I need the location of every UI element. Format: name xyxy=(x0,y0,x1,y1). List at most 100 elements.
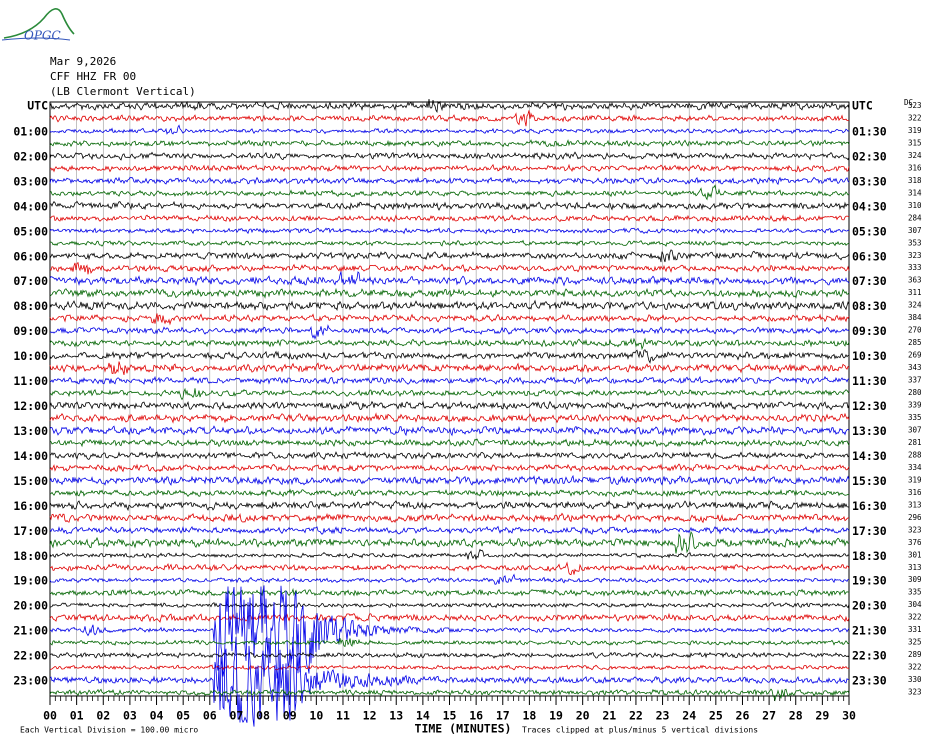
right-time-label: UTC xyxy=(852,99,873,113)
right-time-label: 05:30 xyxy=(852,224,887,238)
dc-value: 296 xyxy=(908,513,922,522)
trace xyxy=(49,612,850,623)
trace xyxy=(49,139,850,148)
logo: OPGC xyxy=(1,8,75,43)
dc-value: 322 xyxy=(908,663,922,672)
dc-value: 281 xyxy=(908,438,922,447)
x-tick-label: 27 xyxy=(762,709,776,723)
left-time-label: 02:00 xyxy=(13,149,48,163)
right-time-label: 09:30 xyxy=(852,324,887,338)
trace xyxy=(49,602,850,609)
right-time-label: 13:30 xyxy=(852,424,887,438)
left-time-label: 18:00 xyxy=(13,549,48,563)
x-tick-label: 05 xyxy=(176,709,190,723)
trace xyxy=(49,176,850,186)
trace xyxy=(49,651,850,659)
x-label: TIME (MINUTES) xyxy=(415,722,512,736)
left-time-label: 23:00 xyxy=(13,674,48,688)
dc-value: 301 xyxy=(908,550,922,559)
trace xyxy=(49,531,850,554)
dc-value: 322 xyxy=(908,113,922,122)
right-time-label: 16:30 xyxy=(852,499,887,513)
dc-value: 322 xyxy=(908,613,922,622)
dc-value: 323 xyxy=(908,525,922,534)
dc-value: 316 xyxy=(908,488,922,497)
right-time-label: 20:30 xyxy=(852,599,887,613)
x-tick-label: 03 xyxy=(123,709,137,723)
dc-value: 309 xyxy=(908,575,922,584)
dc-value: 270 xyxy=(908,326,922,335)
trace xyxy=(49,573,850,585)
dc-value: 310 xyxy=(908,201,922,210)
right-time-label: 21:30 xyxy=(852,624,887,638)
left-time-label: 14:00 xyxy=(13,449,48,463)
left-time-label: 13:00 xyxy=(13,424,48,438)
trace xyxy=(49,299,850,312)
x-tick-label: 26 xyxy=(736,709,750,723)
dc-value: 337 xyxy=(908,376,922,385)
x-tick-label: 17 xyxy=(496,709,510,723)
dc-value: 289 xyxy=(908,650,922,659)
dc-value: 335 xyxy=(908,588,922,597)
x-tick-label: 30 xyxy=(842,709,856,723)
trace xyxy=(49,585,850,679)
trace xyxy=(49,262,850,275)
dc-value: 323 xyxy=(908,251,922,260)
left-time-label: 10:00 xyxy=(13,349,48,363)
x-tick-label: 09 xyxy=(283,709,297,723)
trace xyxy=(49,387,850,401)
right-time-label: 15:30 xyxy=(852,474,887,488)
trace xyxy=(49,200,850,211)
x-tick-label: 08 xyxy=(256,709,270,723)
trace xyxy=(49,110,850,127)
left-time-label: 11:00 xyxy=(13,374,48,388)
x-tick-label: 00 xyxy=(43,709,57,723)
dc-value: 324 xyxy=(908,151,922,160)
dc-value: 307 xyxy=(908,425,922,434)
trace xyxy=(49,184,850,201)
x-tick-label: 29 xyxy=(815,709,829,723)
right-time-label: 18:30 xyxy=(852,549,887,563)
trace xyxy=(49,636,850,727)
right-time-label: 04:30 xyxy=(852,199,887,213)
dc-value: 307 xyxy=(908,226,922,235)
x-tick-label: 06 xyxy=(203,709,217,723)
trace xyxy=(49,151,850,161)
trace xyxy=(49,512,849,524)
dc-value: 331 xyxy=(908,625,922,634)
right-time-label: 14:30 xyxy=(852,449,887,463)
trace xyxy=(49,249,850,263)
right-time-label: 02:30 xyxy=(852,149,887,163)
left-time-label: 06:00 xyxy=(13,249,48,263)
left-time-label: 22:00 xyxy=(13,649,48,663)
x-tick-label: 07 xyxy=(230,709,244,723)
x-tick-label: 14 xyxy=(416,709,430,723)
right-time-label: 22:30 xyxy=(852,649,887,663)
trace xyxy=(49,525,850,535)
x-tick-label: 02 xyxy=(96,709,110,723)
left-time-label: 21:00 xyxy=(13,624,48,638)
logo-text: OPGC xyxy=(24,29,61,43)
dc-value: 376 xyxy=(908,538,922,547)
x-tick-label: 13 xyxy=(389,709,403,723)
dc-value: 353 xyxy=(908,238,922,247)
date: Mar 9,2026 xyxy=(50,55,116,68)
dc-header: DC xyxy=(904,98,913,107)
trace xyxy=(49,474,850,486)
dc-value: 363 xyxy=(908,276,922,285)
x-tick-label: 18 xyxy=(522,709,536,723)
left-time-label: 12:00 xyxy=(13,399,48,413)
dc-value: 288 xyxy=(908,450,922,459)
trace xyxy=(49,561,850,576)
logo-line xyxy=(1,37,71,41)
trace xyxy=(49,124,850,135)
trace xyxy=(49,227,850,235)
x-tick-label: 24 xyxy=(682,709,696,723)
trace xyxy=(49,548,850,560)
x-tick-label: 04 xyxy=(150,709,164,723)
dc-value: 314 xyxy=(908,188,922,197)
dc-value: 304 xyxy=(908,600,922,609)
left-time-label: 16:00 xyxy=(13,499,48,513)
trace xyxy=(49,412,850,424)
trace xyxy=(49,324,850,340)
